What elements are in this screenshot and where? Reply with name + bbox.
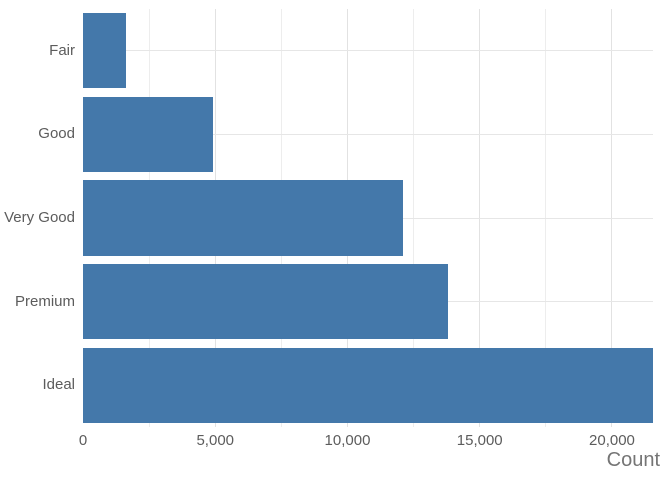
y-tick-label-ideal: Ideal	[42, 376, 75, 394]
bar-fair	[83, 13, 126, 89]
bar-ideal	[83, 347, 653, 423]
y-tick-label-good: Good	[38, 125, 75, 143]
gridline-horizontal-good	[83, 133, 653, 135]
y-tick-label-premium: Premium	[14, 292, 75, 310]
y-tick-label-very-good: Very Good	[4, 209, 75, 226]
x-axis-title: Count	[606, 449, 660, 471]
bar-very-good	[83, 180, 403, 256]
y-tick-label-fair: Fair	[49, 41, 75, 59]
x-tick-label: 20,000	[589, 432, 635, 449]
x-tick-label: 0	[78, 432, 88, 449]
gridline-horizontal-fair	[83, 50, 653, 52]
bar-premium	[83, 263, 448, 340]
bar-good	[83, 96, 213, 172]
x-tick-label: 10,000	[324, 432, 371, 449]
x-tick-label: 5,000	[196, 432, 235, 449]
x-tick-label: 15,000	[456, 432, 503, 449]
plot-panel	[83, 9, 653, 427]
